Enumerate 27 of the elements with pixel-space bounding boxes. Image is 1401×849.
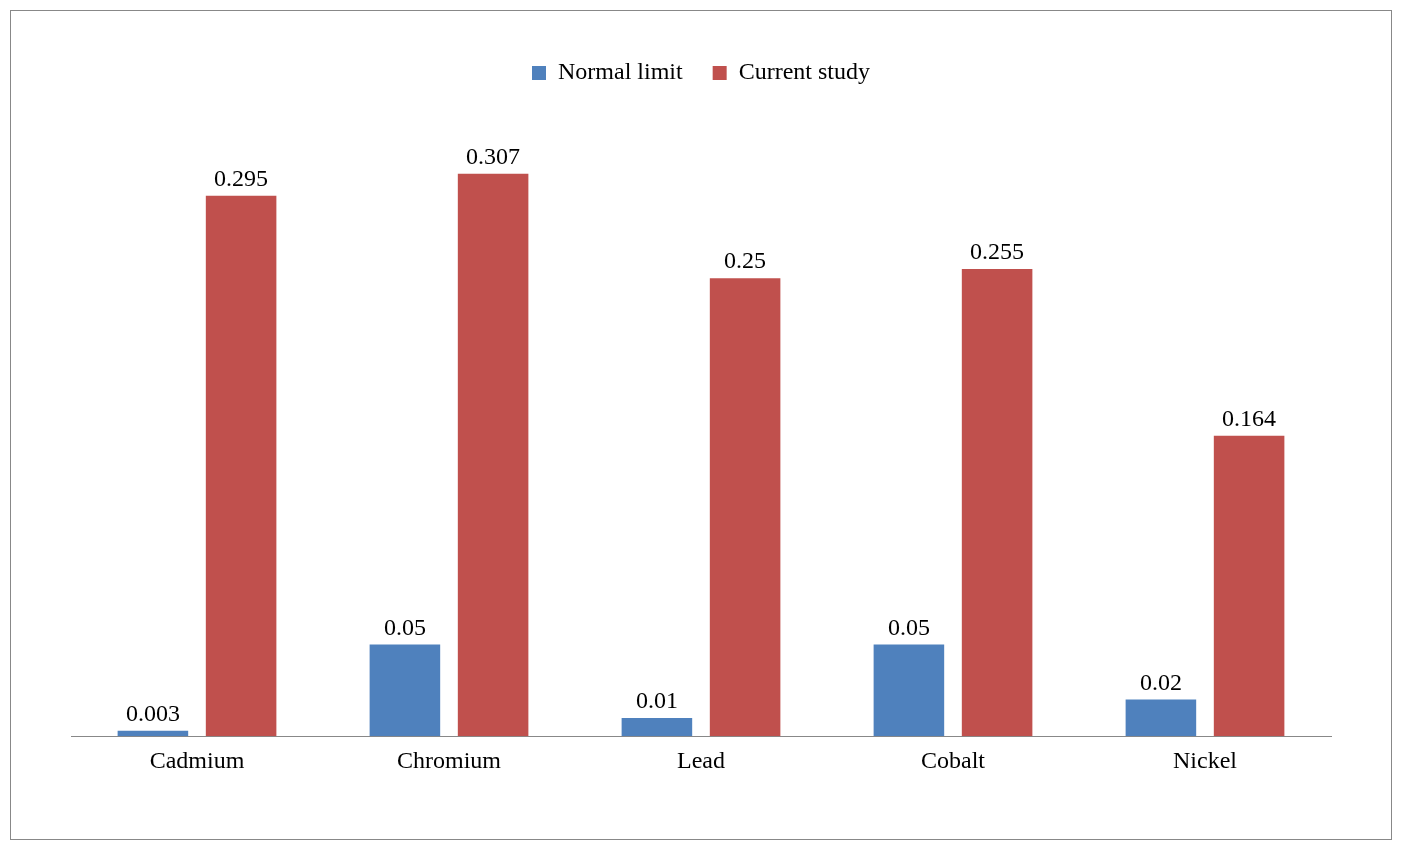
bar <box>1125 699 1197 737</box>
data-label: 0.25 <box>724 247 767 274</box>
bar <box>621 717 693 737</box>
legend-label: Normal limit <box>558 58 683 85</box>
data-label: 0.05 <box>383 613 426 640</box>
data-label: 0.003 <box>125 700 180 726</box>
bar <box>205 195 277 737</box>
data-label: 0.164 <box>1222 405 1277 432</box>
data-label: 0.255 <box>970 238 1025 265</box>
bar <box>457 173 529 737</box>
x-tick-label: Chromium <box>396 746 502 773</box>
data-label: 0.05 <box>887 613 930 640</box>
legend-label: Current study <box>738 58 870 85</box>
data-label: 0.02 <box>1139 668 1182 695</box>
bar <box>1213 435 1285 737</box>
data-label: 0.307 <box>466 143 521 170</box>
bar <box>961 269 1033 737</box>
bar <box>873 644 945 737</box>
x-tick-label: Nickel <box>1173 746 1238 773</box>
bar <box>709 278 781 737</box>
data-label: 0.295 <box>214 165 269 192</box>
x-tick-label: Cobalt <box>921 746 986 773</box>
x-tick-label: Cadmium <box>149 746 245 773</box>
bar <box>117 730 189 737</box>
bar <box>369 644 441 737</box>
x-tick-label: Lead <box>677 746 725 773</box>
data-label: 0.01 <box>635 687 678 714</box>
